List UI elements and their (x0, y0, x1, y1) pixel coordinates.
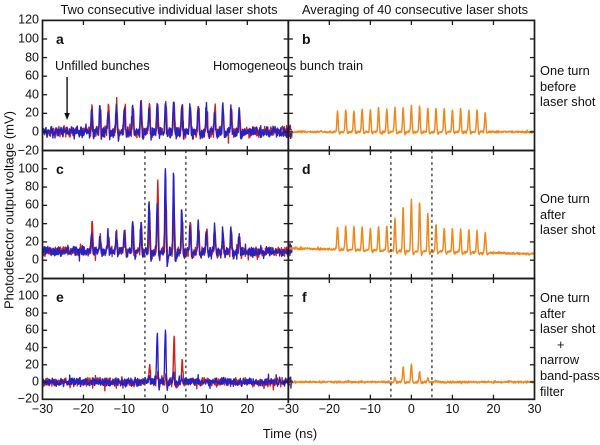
x-tick-label: 0 (407, 402, 415, 416)
y-tick-label: 0 (32, 124, 39, 139)
right-column-title: Averaging of 40 consecutive laser shots (302, 2, 528, 17)
panel-b-traces (288, 104, 535, 140)
x-axis-title: Time (ns) (262, 426, 318, 441)
panel-a-traces (42, 96, 289, 144)
y-tick-label: 100 (18, 31, 39, 46)
y-tick-label: −20 (17, 143, 39, 157)
trace-a-laser-shot-2 (42, 100, 289, 142)
panel-label-f: f (302, 289, 307, 305)
panel-c-traces (42, 168, 289, 268)
y-tick-label: 80 (25, 305, 39, 320)
y-tick-label: −20 (17, 271, 39, 285)
annotation-line: band-pass (540, 367, 600, 383)
dashed-lines-layer (144, 150, 433, 400)
y-tick-label: 20 (25, 105, 39, 120)
x-tick-label: −30 (31, 402, 54, 416)
x-tick-label: −30 (277, 402, 299, 416)
axes-layer (41, 19, 536, 404)
y-tick-label: 80 (25, 50, 39, 65)
y-tick-label: 0 (32, 374, 39, 389)
y-tick-label: 20 (25, 357, 39, 372)
y-tick-label: 100 (18, 161, 39, 176)
panel-label-a: a (56, 31, 64, 47)
panel-label-e: e (56, 289, 64, 305)
annotation-unfilled-bunches: Unfilled bunches (55, 58, 150, 73)
panel-f-traces (288, 363, 535, 389)
trace-d-average-of-40-shots (288, 198, 535, 257)
x-tick-label: 30 (527, 402, 542, 416)
trace-b-average-of-40-shots (288, 104, 535, 136)
annotation-line: One turn (540, 63, 590, 78)
y-tick-label: 60 (25, 197, 39, 212)
annotation-one-turn-before-laser-shot: One turn before laser shot (540, 63, 595, 110)
x-tick-label: 10 (199, 402, 214, 416)
x-tick-label: −20 (318, 402, 340, 416)
x-tick-label: −10 (113, 402, 135, 416)
annotation-line: laser shot (540, 94, 596, 110)
annotation-line: narrow (540, 352, 580, 368)
y-tick-label: 60 (25, 68, 39, 83)
annotation-line: before (540, 78, 577, 94)
annotation-one-turn-after-laser-shot-filtered: One turn after laser shot + narrow band-… (540, 290, 600, 399)
unfilled-bunches-arrowhead (64, 113, 70, 120)
y-tick-label: 80 (25, 179, 39, 194)
y-tick-label: 20 (25, 234, 39, 249)
annotation-line: laser shot (540, 321, 596, 337)
left-column-title: Two consecutive individual laser shots (60, 2, 278, 17)
annotation-line: One turn (540, 290, 590, 305)
trace-c-laser-shot-2 (42, 168, 289, 268)
y-tick-label: 40 (25, 216, 39, 231)
x-tick-label: 0 (161, 402, 169, 416)
panel-label-c: c (56, 161, 64, 177)
y-tick-label: 120 (18, 12, 39, 27)
trace-e-laser-shot-2 (42, 329, 289, 391)
annotation-line: laser shot (540, 222, 596, 238)
x-tick-label: −20 (72, 402, 95, 416)
y-tick-label: 60 (25, 322, 39, 337)
annotation-line: after (540, 206, 566, 222)
y-tick-label: −20 (17, 391, 39, 406)
x-tick-label: 10 (445, 402, 460, 416)
trace-f-average-of-40-shots (288, 363, 535, 385)
panel-label-b: b (302, 31, 311, 47)
x-tick-label: 20 (486, 402, 501, 416)
panel-e-traces (42, 329, 289, 392)
y-tick-label: 100 (18, 288, 39, 303)
annotation-homogeneous-bunch-train: Homogeneous bunch train (213, 58, 364, 73)
y-tick-label: 0 (32, 252, 39, 267)
x-tick-label: −10 (359, 402, 381, 416)
panel-label-d: d (302, 161, 311, 177)
annotation-line: after (540, 305, 566, 321)
annotation-line: filter (540, 383, 565, 399)
x-tick-label: 20 (240, 402, 255, 416)
y-tick-label: 40 (25, 340, 39, 354)
y-tick-label: 40 (25, 87, 39, 102)
annotation-line: + (557, 336, 565, 352)
annotation-line: One turn (540, 191, 590, 206)
annotation-one-turn-after-laser-shot: One turn after laser shot (540, 191, 595, 238)
panel-d-traces (288, 198, 535, 257)
